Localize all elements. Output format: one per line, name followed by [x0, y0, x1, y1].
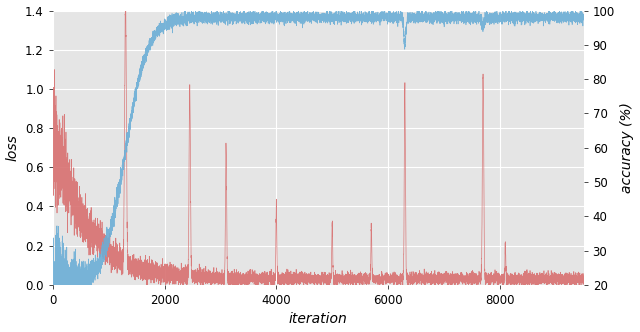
Y-axis label: accuracy (%): accuracy (%) — [620, 102, 634, 193]
Y-axis label: loss: loss — [6, 134, 20, 161]
X-axis label: iteration: iteration — [289, 312, 348, 326]
